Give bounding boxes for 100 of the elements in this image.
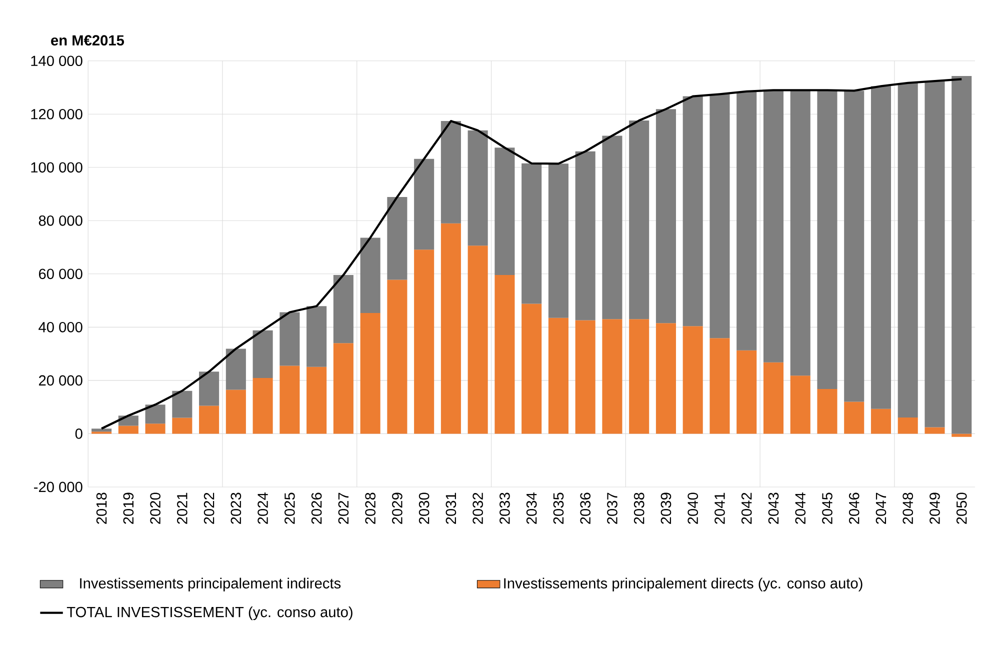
x-tick-label: 2027	[338, 492, 349, 524]
x-tick-label: 2020	[150, 492, 160, 524]
x-tick-label: 2036	[580, 492, 591, 524]
bar	[172, 418, 192, 434]
x-tick-label: 2035	[553, 492, 564, 524]
bar	[682, 326, 703, 434]
y-tick-label: -20 000	[34, 482, 82, 492]
y-tick-label: 140 000	[31, 56, 82, 66]
x-tick-label: 2021	[177, 492, 188, 524]
x-tick-label: 2023	[230, 492, 242, 524]
bar	[602, 136, 622, 320]
bar	[494, 148, 515, 275]
bar	[710, 338, 730, 434]
bar	[952, 434, 972, 437]
bar	[763, 90, 784, 362]
bar	[280, 312, 300, 366]
x-tick-label: 2028	[365, 492, 376, 524]
chart-title: en M€2015	[51, 35, 124, 46]
bar	[924, 427, 945, 434]
legend-label: Investissements principalement directs (yc. conso auto)	[504, 578, 862, 592]
y-tick-label: 60 000	[39, 268, 82, 280]
bar	[494, 274, 515, 434]
x-tick-label: 2019	[123, 492, 134, 524]
x-tick-label: 2037	[607, 492, 618, 524]
bar	[306, 366, 327, 434]
bar	[790, 376, 810, 434]
x-tick-label: 2024	[258, 492, 268, 524]
bar	[252, 330, 273, 378]
x-tick-label: 2039	[660, 492, 672, 524]
x-tick-label: 2048	[902, 492, 914, 524]
x-tick-label: 2047	[876, 492, 886, 524]
x-tick-label: 2042	[741, 492, 752, 524]
y-tick-label: 40 000	[38, 322, 82, 332]
bar	[656, 109, 676, 324]
bar	[333, 343, 354, 434]
x-tick-label: 2022	[204, 492, 214, 524]
bar	[226, 348, 246, 390]
x-tick-label: 2018	[96, 492, 107, 524]
bar	[548, 318, 568, 434]
bar	[199, 372, 220, 406]
bar	[817, 388, 838, 434]
bar	[924, 81, 945, 428]
bar	[522, 304, 542, 434]
x-tick-label: 2041	[714, 492, 725, 524]
bar	[844, 402, 864, 434]
x-tick-label: 2050	[956, 492, 967, 524]
bar	[360, 238, 380, 314]
bar	[333, 274, 354, 344]
x-tick-label: 2049	[930, 492, 940, 524]
bar	[870, 408, 892, 434]
y-tick-label: 120 000	[31, 108, 82, 120]
bar	[710, 94, 730, 338]
x-tick-label: 2040	[688, 492, 698, 524]
x-tick-label: 2046	[848, 492, 860, 524]
x-tick-label: 2045	[822, 492, 832, 524]
bar	[522, 163, 542, 304]
bar	[548, 164, 568, 318]
x-tick-label: 2025	[284, 492, 295, 524]
x-tick-label: 2032	[472, 492, 483, 524]
bar	[468, 246, 488, 434]
bar	[440, 121, 461, 224]
bar	[575, 151, 596, 320]
bar	[360, 313, 380, 434]
legend-label: TOTAL INVESTISSEMENT (yc. conso auto)	[66, 606, 352, 620]
bar	[817, 90, 838, 389]
legend-label: Investissements principalement indirects	[80, 578, 341, 592]
bar	[763, 362, 784, 434]
y-tick-label: 20 000	[38, 375, 82, 386]
bar	[199, 406, 220, 434]
bar	[92, 428, 112, 432]
y-tick-label: 100 000	[31, 162, 82, 173]
x-tick-label: 2030	[418, 492, 430, 524]
bar	[629, 319, 650, 434]
bar	[602, 319, 622, 434]
bar	[898, 417, 918, 434]
bar	[172, 390, 192, 418]
x-tick-label: 2043	[768, 492, 779, 524]
bar	[736, 91, 757, 350]
bar	[414, 158, 434, 250]
bar	[440, 223, 461, 434]
y-tick-label: 0	[75, 428, 82, 439]
x-tick-label: 2034	[526, 492, 537, 524]
bar	[629, 120, 650, 320]
x-tick-label: 2044	[795, 492, 806, 524]
bar	[226, 390, 246, 434]
x-tick-label: 2029	[392, 492, 402, 524]
bar	[898, 82, 918, 418]
x-tick-label: 2033	[500, 492, 510, 524]
x-tick-label: 2038	[634, 492, 644, 524]
bar	[736, 350, 757, 434]
bar	[280, 366, 300, 434]
bar	[387, 280, 408, 434]
bar	[870, 86, 892, 409]
bar	[414, 250, 434, 434]
bar	[145, 404, 166, 424]
x-tick-label: 2026	[311, 492, 322, 524]
bar	[952, 76, 972, 434]
bar	[118, 426, 138, 434]
bar	[468, 130, 488, 246]
bar	[844, 90, 864, 402]
